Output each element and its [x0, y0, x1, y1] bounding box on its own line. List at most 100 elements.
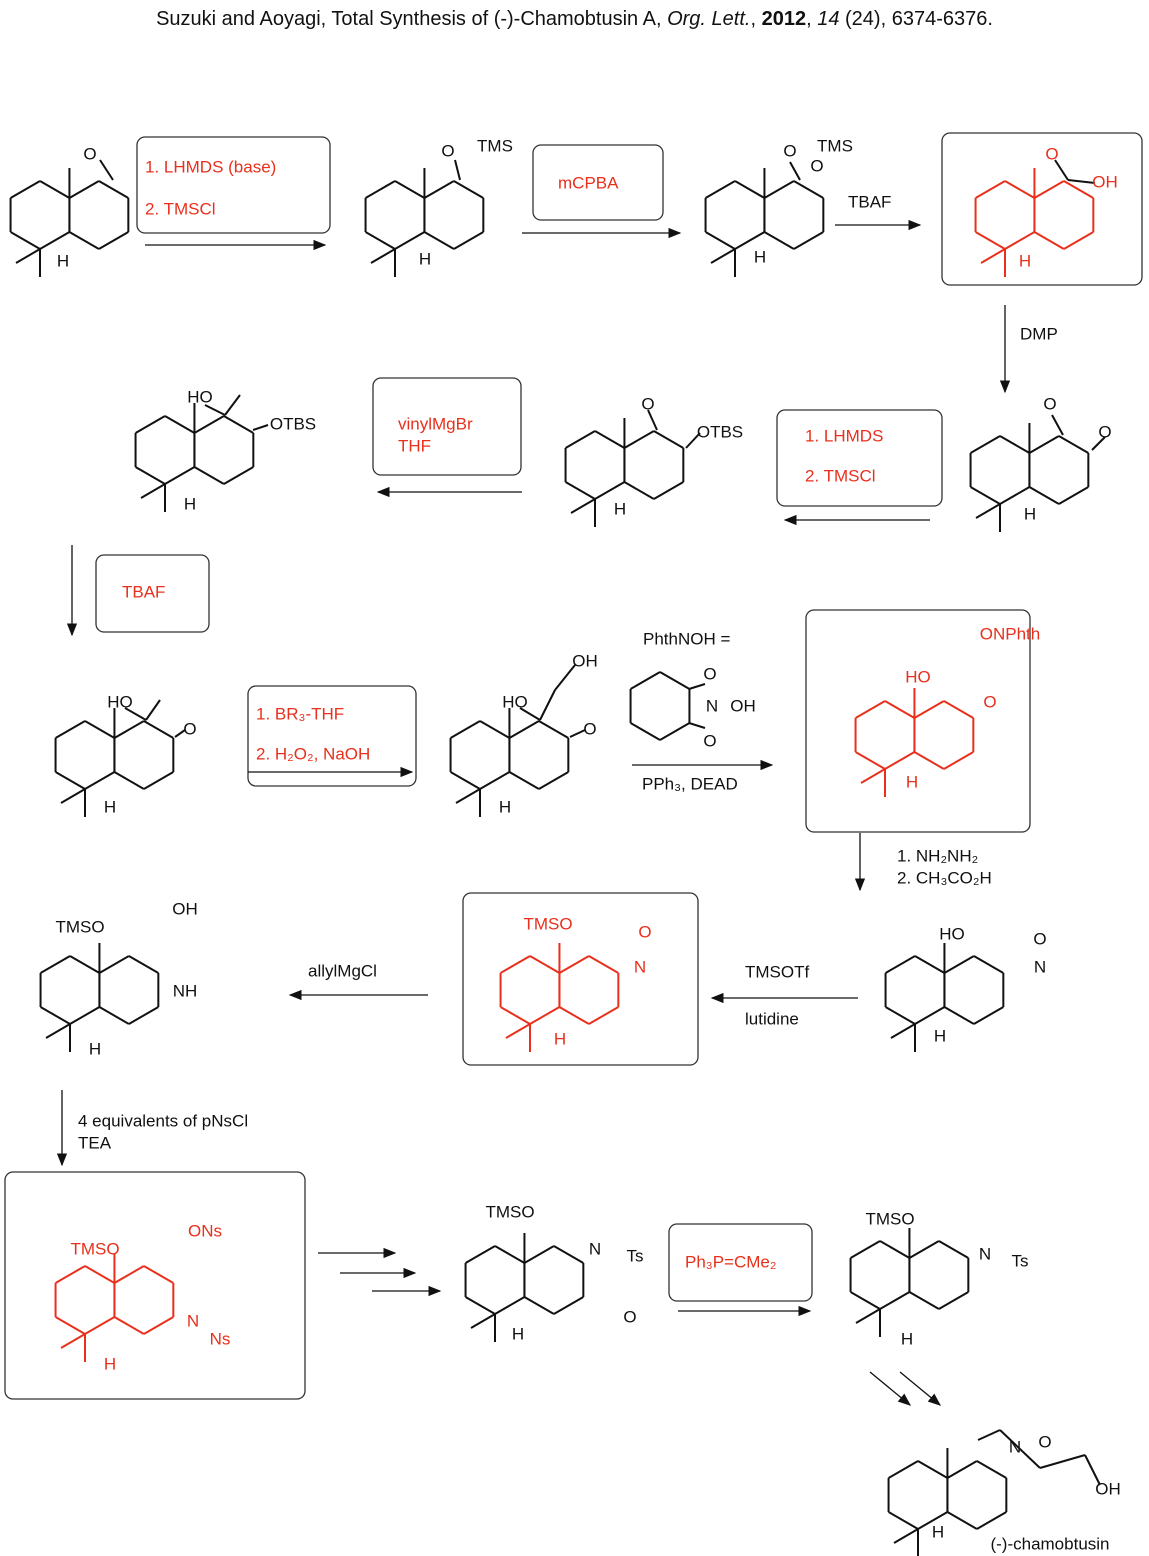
reagent: 4 equivalents of pNsCl	[78, 1111, 248, 1130]
atom-label: TMSO	[865, 1209, 914, 1228]
bond	[569, 729, 586, 738]
bond	[1084, 1454, 1101, 1486]
bond	[943, 955, 975, 974]
bond	[454, 159, 461, 181]
atom-label: TMSO	[523, 914, 572, 933]
bond	[888, 1511, 919, 1530]
reagent: O	[703, 664, 716, 683]
bond	[98, 180, 129, 199]
atom-label: O	[83, 144, 96, 163]
box	[776, 409, 943, 507]
atom-label: H	[184, 494, 196, 513]
bond	[465, 1296, 496, 1315]
bond	[1054, 159, 1069, 181]
bond	[793, 231, 824, 250]
box	[372, 377, 522, 476]
box	[247, 685, 417, 787]
bond	[1058, 486, 1089, 505]
bond	[980, 248, 1006, 264]
atom-label: O	[783, 141, 796, 160]
atom-label: OH	[572, 651, 598, 670]
reagent: vinylMgBr	[398, 414, 473, 433]
bond	[143, 1265, 174, 1284]
atom-label: TMSO	[55, 917, 104, 936]
bond	[140, 483, 166, 499]
bond	[365, 231, 396, 250]
atom-label: HO	[502, 692, 528, 711]
bond	[1033, 231, 1065, 250]
bond	[860, 768, 886, 784]
bond	[884, 700, 915, 719]
box	[941, 132, 1143, 286]
bond	[659, 722, 690, 741]
bond	[1039, 1454, 1086, 1469]
bond	[143, 1316, 174, 1335]
box	[668, 1223, 813, 1302]
bond	[423, 180, 455, 199]
bond	[688, 683, 706, 690]
bond	[39, 180, 70, 199]
bond	[68, 231, 100, 250]
title-journal: Org. Lett.	[667, 8, 751, 30]
bond	[946, 1511, 978, 1530]
bond	[10, 231, 41, 250]
reagent: allylMgCl	[308, 961, 377, 980]
box	[136, 136, 331, 234]
bond	[15, 248, 41, 264]
atom-label: O	[641, 394, 654, 413]
bond	[1004, 231, 1035, 250]
bond	[938, 1291, 969, 1310]
bond	[45, 1023, 71, 1039]
bond	[975, 231, 1006, 250]
bond	[164, 466, 195, 485]
bond	[1067, 179, 1096, 184]
box	[805, 609, 1031, 833]
atom-label: O	[810, 156, 823, 175]
bond	[450, 771, 481, 790]
bond	[223, 415, 254, 434]
bond	[423, 231, 455, 250]
atom-label: O	[441, 141, 454, 160]
bond	[453, 231, 484, 250]
bond	[39, 231, 70, 250]
reagent: 2. H₂O₂, NaOH	[256, 744, 370, 763]
bond	[850, 1291, 881, 1310]
reagent: DMP	[1020, 324, 1058, 343]
bond	[1063, 180, 1094, 199]
bond	[113, 1316, 145, 1335]
atom-label: O	[638, 922, 651, 941]
bond	[84, 1316, 115, 1335]
atom-label: O	[1038, 1432, 1051, 1451]
bond	[98, 231, 129, 250]
bond	[538, 720, 569, 739]
bond	[128, 955, 159, 974]
atom-label: H	[906, 772, 918, 791]
bond	[164, 415, 195, 434]
atom-label: H	[512, 1324, 524, 1343]
bond	[529, 1006, 560, 1025]
atom-label: H	[419, 249, 431, 268]
reagent: 1. BR₃-THF	[256, 704, 344, 723]
bond	[1058, 435, 1089, 454]
bond	[705, 231, 736, 250]
bond	[494, 1296, 525, 1315]
bond	[60, 788, 86, 804]
atom-label: N	[187, 1311, 199, 1330]
bond	[508, 720, 540, 739]
bond	[40, 955, 71, 974]
bond	[1091, 436, 1106, 451]
bond	[630, 671, 661, 690]
bond	[40, 1006, 71, 1025]
bond	[888, 1460, 919, 1479]
reagent: O	[703, 731, 716, 750]
reagent: mCPBA	[558, 173, 619, 192]
reagent: Ph₃P=CMe₂	[685, 1252, 776, 1271]
bond	[763, 180, 795, 199]
bond	[558, 955, 590, 974]
atom-label: H	[554, 1029, 566, 1048]
atom-label: ONPhth	[980, 624, 1040, 643]
bond	[455, 788, 481, 804]
bond	[653, 430, 684, 449]
bond	[570, 498, 596, 514]
